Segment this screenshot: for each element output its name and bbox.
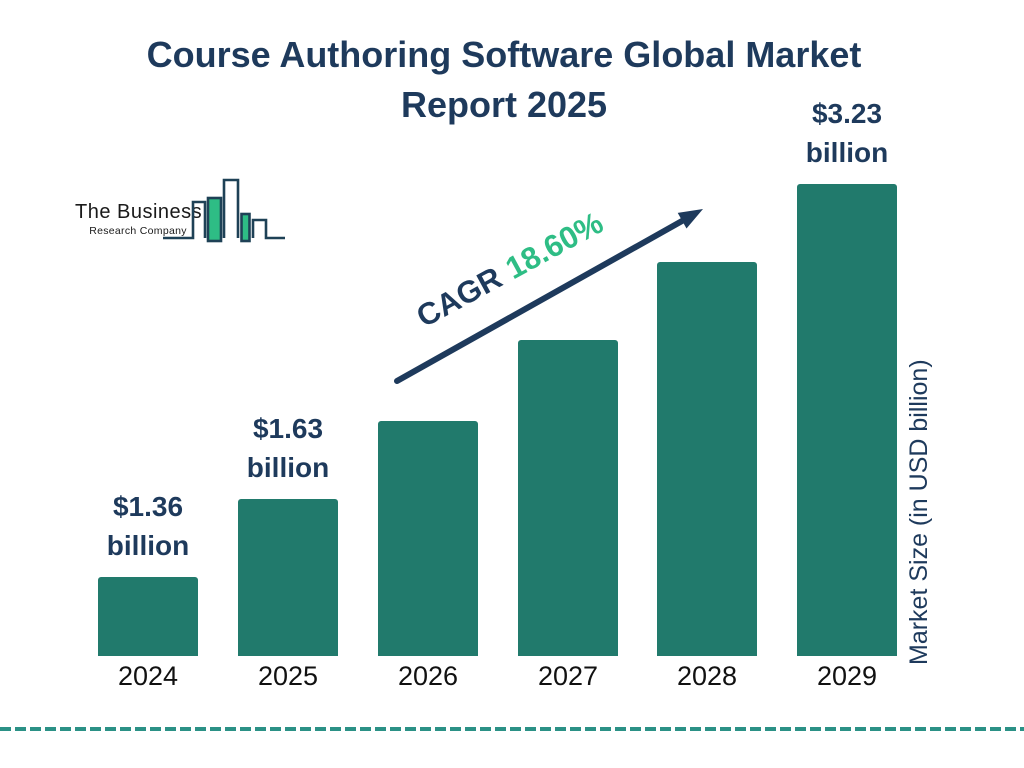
value-label-2025: $1.63 billion xyxy=(188,409,388,487)
bar-2025 xyxy=(238,499,338,656)
cagr-value: 18.60% xyxy=(499,204,609,286)
year-label-2028: 2028 xyxy=(676,661,738,691)
value-label-amount: $1.63 xyxy=(252,413,324,444)
company-name: The Business xyxy=(75,201,203,223)
page-title: Course Authoring Software Global Market … xyxy=(0,30,1008,130)
value-label-2024: $1.36 billion xyxy=(48,487,248,565)
bar-2026 xyxy=(378,421,478,656)
company-logo-text: The Business Research Company xyxy=(75,201,203,237)
value-label-2029: $3.23 billion xyxy=(747,94,947,172)
value-label-amount: $1.36 xyxy=(112,491,184,522)
bottom-dashed-divider xyxy=(0,727,1024,731)
value-label-unit: billion xyxy=(246,452,330,483)
y-axis-label: Market Size (in USD billion) xyxy=(905,359,933,665)
bar-2024 xyxy=(98,577,198,656)
value-label-unit: billion xyxy=(805,137,889,168)
page-title-line1: Course Authoring Software Global Market xyxy=(146,34,862,75)
value-label-unit: billion xyxy=(106,530,190,561)
company-logo: The Business Research Company xyxy=(65,175,290,245)
year-label-2029: 2029 xyxy=(816,661,878,691)
year-label-2026: 2026 xyxy=(397,661,459,691)
bar-2029 xyxy=(797,184,897,656)
year-label-2027: 2027 xyxy=(537,661,599,691)
year-label-2024: 2024 xyxy=(117,661,179,691)
cagr-label: CAGR xyxy=(410,259,508,335)
value-label-amount: $3.23 xyxy=(811,98,883,129)
bar-chart-logo-icon xyxy=(163,177,287,250)
company-subtitle: Research Company xyxy=(89,225,187,237)
bar-2028 xyxy=(657,262,757,656)
page-title-line2: Report 2025 xyxy=(400,84,608,125)
bar-2027 xyxy=(518,340,618,656)
cagr-annotation: CAGR18.60% xyxy=(398,198,623,342)
year-label-2025: 2025 xyxy=(257,661,319,691)
